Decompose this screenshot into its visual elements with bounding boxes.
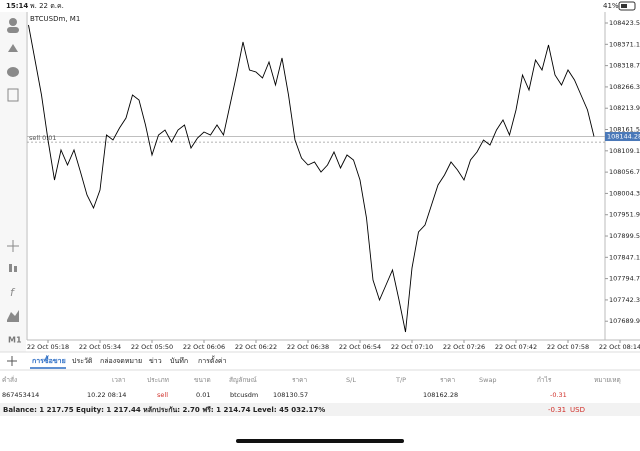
cell-volume: 0.01 (196, 391, 210, 399)
cell-profit: -0.31 (550, 391, 567, 399)
battery-level (621, 4, 627, 8)
status-battery: 41% (603, 2, 619, 10)
cell-price: 108130.57 (273, 391, 308, 399)
account-summary: Balance: 1 217.75 Equity: 1 217.44 หลักป… (3, 406, 325, 414)
indicator-icon[interactable]: f (10, 286, 16, 299)
current-price-box (605, 132, 640, 142)
tab[interactable]: การซื้อขาย (32, 354, 66, 365)
y-tick-label: 107742.30 (609, 296, 640, 304)
add-button[interactable] (7, 356, 17, 366)
x-tick-label: 22 Oct 05:18 (27, 343, 69, 351)
left-toolbar (0, 12, 26, 352)
cell-type: sell (157, 391, 168, 399)
candle-icon[interactable] (9, 264, 12, 272)
cell-time: 10.22 08:14 (87, 391, 126, 399)
column-header: ขนาด (194, 376, 211, 384)
chat-icon[interactable] (7, 67, 19, 77)
y-tick-label: 108213.90 (609, 104, 640, 112)
y-tick-label: 108004.30 (609, 189, 640, 197)
column-header: สัญลักษณ์ (229, 376, 257, 384)
x-tick-label: 22 Oct 07:58 (547, 343, 589, 351)
x-tick-label: 22 Oct 06:38 (287, 343, 329, 351)
trade-icon[interactable] (8, 44, 18, 52)
column-header: Swap (479, 376, 497, 384)
column-header: กำไร (537, 376, 552, 384)
tab[interactable]: การตั้งค่า (198, 354, 227, 365)
x-tick-label: 22 Oct 08:14 (599, 343, 640, 351)
x-tick-label: 22 Oct 06:54 (339, 343, 381, 351)
column-header: S/L (346, 376, 356, 384)
column-header: ราคา (440, 376, 455, 384)
price-line (28, 24, 595, 333)
order-line-label: sell 0.01 (29, 134, 57, 142)
y-tick-label: 108109.10 (609, 147, 640, 155)
status-time: 15:14 (6, 2, 28, 10)
column-header: เวลา (112, 376, 126, 384)
x-tick-label: 22 Oct 07:26 (443, 343, 485, 351)
cell-current-price: 108162.28 (423, 391, 458, 399)
chart-title: BTCUSDm, M1 (30, 15, 80, 23)
x-tick-label: 22 Oct 06:22 (235, 343, 277, 351)
x-tick-label: 22 Oct 07:10 (391, 343, 433, 351)
column-header: T/P (395, 376, 406, 384)
tab-bar: การซื้อขาย ประวัติ กล่องจดหมาย ข่าว บันทึก กา… (30, 354, 227, 369)
x-tick-label: 22 Oct 06:06 (183, 343, 225, 351)
cell-symbol: btcusdm (230, 391, 258, 399)
column-header: คำสั่ง (2, 375, 17, 384)
current-price-label: 108144.28 (607, 133, 640, 141)
crosshair-icon[interactable] (7, 240, 19, 252)
column-header: ราคา (292, 376, 307, 384)
y-tick-label: 108266.30 (609, 83, 640, 91)
y-tick-label: 108371.10 (609, 40, 640, 48)
footer-profit: -0.31 (548, 406, 566, 414)
tab[interactable]: บันทึก (170, 356, 188, 365)
y-tick-label: 107899.50 (609, 232, 640, 240)
column-header: หมายเหตุ (594, 376, 621, 384)
footer-currency: USD (570, 406, 585, 414)
account-icon[interactable] (9, 18, 17, 26)
status-date: พ. 22 ต.ค. (30, 2, 64, 10)
battery-icon (618, 1, 636, 11)
x-tick-label: 22 Oct 05:50 (131, 343, 173, 351)
column-header: ประเภท (147, 376, 169, 384)
y-tick-label: 108056.70 (609, 168, 640, 176)
tab[interactable]: ข่าว (149, 357, 162, 365)
y-tick-label: 108423.55 (609, 19, 640, 27)
plot: 108423.55 108371.10 108318.70 108266.30 1082… (27, 19, 640, 351)
candle-icon-2 (14, 266, 17, 272)
y-tick-label: 107951.90 (609, 211, 640, 219)
tab[interactable]: กล่องจดหมาย (100, 357, 142, 365)
y-tick-label: 108161.50 (609, 126, 640, 134)
tab[interactable]: ประวัติ (72, 357, 93, 365)
new-doc-icon[interactable] (7, 88, 19, 102)
footer-bar (0, 403, 640, 416)
toolbar-icons: f (7, 18, 19, 322)
timeframe-button[interactable]: M1 (8, 336, 22, 345)
cell-order: 867453414 (2, 391, 39, 399)
objects-icon[interactable] (7, 310, 19, 322)
x-tick-label: 22 Oct 05:34 (79, 343, 121, 351)
home-indicator (236, 439, 404, 443)
x-tick-label: 22 Oct 07:42 (495, 343, 537, 351)
positions-table: คำสั่ง เวลา ประเภท ขนาด สัญลักษณ์ ราคา S/L T/P ร… (2, 375, 621, 399)
y-tick-label: 108318.70 (609, 62, 640, 70)
account-icon-body (7, 27, 19, 33)
y-tick-label: 107794.70 (609, 275, 640, 283)
y-tick-label: 107847.10 (609, 253, 640, 261)
y-tick-label: 107689.90 (609, 317, 640, 325)
